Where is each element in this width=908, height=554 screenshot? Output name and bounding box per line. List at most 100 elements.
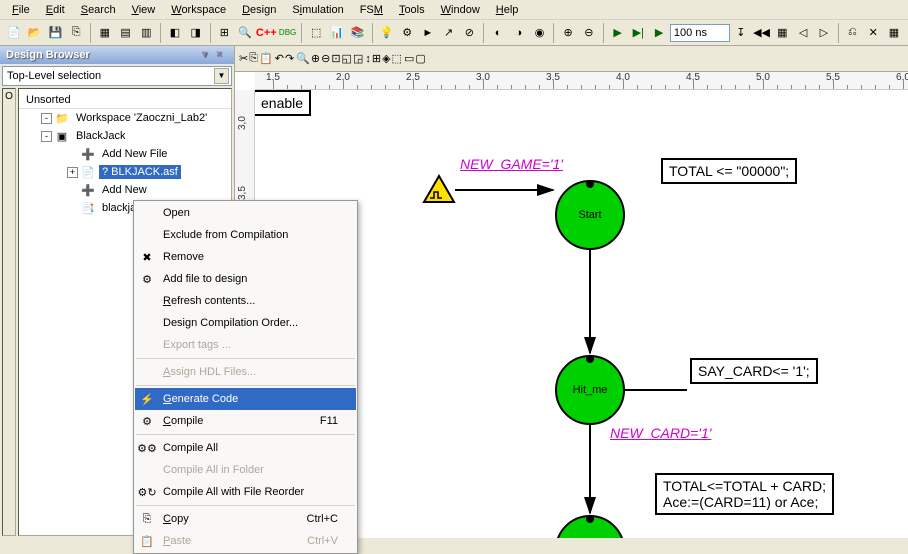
cut-icon[interactable]: ✂ <box>239 52 248 65</box>
menu-item-exclude-from-compilation[interactable]: Exclude from Compilation <box>135 224 356 246</box>
tool-icon[interactable]: ▤ <box>116 22 136 44</box>
tool-icon[interactable]: ◧ <box>165 22 185 44</box>
expander-icon[interactable]: - <box>41 131 52 142</box>
next-icon[interactable]: ▷ <box>814 22 834 44</box>
tool-icon[interactable]: ◨ <box>186 22 206 44</box>
action-box[interactable]: TOTAL <= "00000"; <box>661 158 797 184</box>
play-icon[interactable]: ▶ <box>608 22 628 44</box>
save-icon[interactable]: 💾 <box>46 22 66 44</box>
tool-icon[interactable]: ► <box>418 22 438 44</box>
menu-item-compile-all[interactable]: ⚙⚙Compile All <box>135 437 356 459</box>
menu-item-compile[interactable]: ⚙CompileF11 <box>135 410 356 432</box>
menu-item-refresh-contents-[interactable]: Refresh contents... <box>135 290 356 312</box>
tool-icon[interactable]: C++ <box>256 22 277 44</box>
tool-icon[interactable]: 📊 <box>327 22 347 44</box>
zoomin-icon[interactable]: ⊕ <box>311 52 320 65</box>
toplevel-combo[interactable]: Top-Level selection ▼ <box>2 66 232 86</box>
tool-icon[interactable]: ⊘ <box>460 22 480 44</box>
tree-row[interactable]: -▣BlackJack <box>19 127 231 145</box>
tool-icon[interactable]: ⬚ <box>392 52 402 65</box>
tool-icon[interactable]: ▥ <box>136 22 156 44</box>
expander-icon[interactable]: + <box>67 167 78 178</box>
menu-search[interactable]: Search <box>73 2 124 17</box>
tool-icon[interactable]: ▦ <box>772 22 792 44</box>
menu-design[interactable]: Design <box>234 2 284 17</box>
menu-workspace[interactable]: Workspace <box>163 2 234 17</box>
play-end-icon[interactable]: ▶| <box>628 22 648 44</box>
tool-icon[interactable]: ⊞ <box>214 22 234 44</box>
tool-icon[interactable]: ⊕ <box>558 22 578 44</box>
tree-row[interactable]: ➕Add New <box>19 181 231 199</box>
action-box[interactable]: SAY_CARD<= '1'; <box>690 358 818 384</box>
tool-icon[interactable]: ▭ <box>404 52 414 65</box>
transition-label[interactable]: NEW_CARD='1' <box>610 425 711 441</box>
prev-icon[interactable]: ◁ <box>793 22 813 44</box>
state-hit_me[interactable]: Hit_me <box>555 355 625 425</box>
undo-icon[interactable]: ↶ <box>275 52 284 65</box>
enable-box[interactable]: enable <box>255 90 311 116</box>
menu-tools[interactable]: Tools <box>391 2 433 17</box>
tool-icon[interactable]: ⎌ <box>843 22 863 44</box>
tool-icon[interactable]: 📚 <box>348 22 368 44</box>
step-icon[interactable]: ↧ <box>731 22 751 44</box>
tool-icon[interactable]: ⚙ <box>397 22 417 44</box>
menu-edit[interactable]: Edit <box>38 2 73 17</box>
tool-icon[interactable]: ▢ <box>415 52 425 65</box>
action-box[interactable]: TOTAL<=TOTAL + CARD; Ace:=(CARD=11) or A… <box>655 473 834 515</box>
menu-item-remove[interactable]: ✖Remove <box>135 246 356 268</box>
tree-row[interactable]: +📄? BLKJACK.asf <box>19 163 231 181</box>
copy-icon[interactable]: ⎘ <box>249 52 258 65</box>
tool-icon[interactable]: ↗ <box>439 22 459 44</box>
tool-icon[interactable]: ↕ <box>365 53 371 65</box>
tool-icon[interactable]: ▦ <box>95 22 115 44</box>
expander-icon[interactable]: - <box>41 113 52 124</box>
tool-icon[interactable]: ◈ <box>382 52 390 65</box>
menu-file[interactable]: File <box>4 2 38 17</box>
menu-simulation[interactable]: Simulation <box>284 2 351 17</box>
tree-row[interactable]: -📁Workspace 'Zaoczni_Lab2' <box>19 109 231 127</box>
menu-item-copy[interactable]: ⎘CopyCtrl+C <box>135 508 356 530</box>
menu-item-add-file-to-design[interactable]: ⚙Add file to design <box>135 268 356 290</box>
close-icon[interactable]: × <box>216 49 228 61</box>
tool-icon[interactable]: ◉ <box>530 22 550 44</box>
menu-view[interactable]: View <box>124 2 164 17</box>
menu-item-compile-all-with-file-reorder[interactable]: ⚙↻Compile All with File Reorder <box>135 481 356 503</box>
zoomout-icon[interactable]: ⊖ <box>321 52 330 65</box>
menu-window[interactable]: Window <box>433 2 488 17</box>
menu-item-design-compilation-order-[interactable]: Design Compilation Order... <box>135 312 356 334</box>
rewind-icon[interactable]: ◀◀ <box>752 22 772 44</box>
menu-item-generate-code[interactable]: ⚡Generate Code <box>135 388 356 410</box>
redo-icon[interactable]: ↷ <box>285 52 294 65</box>
tool-icon[interactable]: DBG <box>278 22 298 44</box>
play-icon[interactable]: ▶ <box>649 22 669 44</box>
zoom-icon[interactable]: ◱ <box>342 52 352 65</box>
tree-tab[interactable]: O <box>2 88 16 536</box>
open-icon[interactable]: 📂 <box>25 22 45 44</box>
zoom-icon[interactable]: 🔍 <box>235 22 255 44</box>
tool-icon[interactable]: ⊞ <box>372 52 381 65</box>
chevron-down-icon[interactable]: ▼ <box>214 68 229 84</box>
tool-icon[interactable]: ⊖ <box>579 22 599 44</box>
tool-icon[interactable]: ✕ <box>863 22 883 44</box>
menu-fsm[interactable]: FSM <box>352 2 391 17</box>
new-icon[interactable]: 📄 <box>4 22 24 44</box>
tool-icon[interactable]: ◐ <box>488 22 508 44</box>
state-got_it[interactable]: Got_it <box>555 515 625 538</box>
time-input[interactable] <box>670 24 730 42</box>
tree-row[interactable]: ➕Add New File <box>19 145 231 163</box>
zoomfit-icon[interactable]: ⊡ <box>331 52 340 65</box>
pin-icon[interactable]: ▾ <box>202 49 214 61</box>
tool-icon[interactable]: ⬚ <box>306 22 326 44</box>
tool-icon[interactable]: ▦ <box>884 22 904 44</box>
menu-item-open[interactable]: Open <box>135 202 356 224</box>
init-triangle-icon[interactable] <box>422 174 456 204</box>
tool-icon[interactable]: 💡 <box>377 22 397 44</box>
state-start[interactable]: Start <box>555 180 625 250</box>
paste-icon[interactable]: 📋 <box>259 52 273 65</box>
menu-help[interactable]: Help <box>488 2 527 17</box>
tool-icon[interactable]: ◑ <box>509 22 529 44</box>
zoom-icon[interactable]: ◲ <box>353 52 363 65</box>
transition-label[interactable]: NEW_GAME='1' <box>460 156 563 172</box>
zoom-icon[interactable]: 🔍 <box>296 52 310 65</box>
saveall-icon[interactable]: ⎘ <box>66 22 86 44</box>
